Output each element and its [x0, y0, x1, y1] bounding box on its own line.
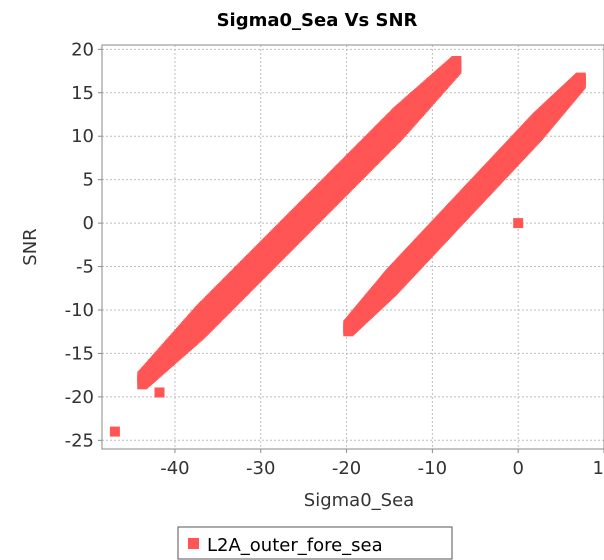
x-tick-label: -20: [332, 458, 361, 479]
y-tick-label: 0: [83, 213, 94, 234]
legend-swatch: [188, 538, 199, 549]
data-point: [575, 72, 586, 83]
chart-title: Sigma0_Sea Vs SNR: [217, 10, 418, 31]
y-axis-ticks: 20 15 10 5 0 -5 -10 -15 -20 -25: [65, 39, 102, 451]
y-tick-label: 20: [71, 39, 94, 60]
outlier-points: [109, 218, 524, 437]
x-axis-label: Sigma0_Sea: [304, 490, 414, 511]
y-tick-label: 10: [71, 126, 94, 147]
legend-label: L2A_outer_fore_sea: [207, 535, 383, 556]
plot-border: [101, 44, 604, 450]
y-axis-label: SNR: [20, 228, 41, 265]
data-point-outlier: [513, 218, 524, 229]
y-tick-label: -20: [65, 387, 94, 408]
y-tick-label: 15: [71, 83, 94, 104]
y-tick-label: 5: [83, 170, 94, 191]
y-tick-label: -10: [65, 300, 94, 321]
x-tick-label: 0: [512, 458, 523, 479]
x-tick-label: -40: [160, 458, 189, 479]
data-points: [137, 56, 586, 390]
data-point: [451, 56, 462, 66]
data-point-outlier: [109, 426, 120, 437]
x-tick-label: 10: [593, 458, 604, 479]
y-tick-label: -25: [65, 430, 94, 451]
legend-box: [177, 526, 453, 560]
data-point-outlier: [154, 387, 165, 398]
legend: L2A_outer_fore_sea: [177, 526, 453, 560]
x-axis-ticks: -40 -30 -20 -10 0 10: [160, 449, 604, 479]
x-tick-label: -10: [418, 458, 447, 479]
y-tick-label: -15: [65, 343, 94, 364]
x-tick-label: -30: [246, 458, 275, 479]
y-tick-label: -5: [76, 257, 94, 278]
